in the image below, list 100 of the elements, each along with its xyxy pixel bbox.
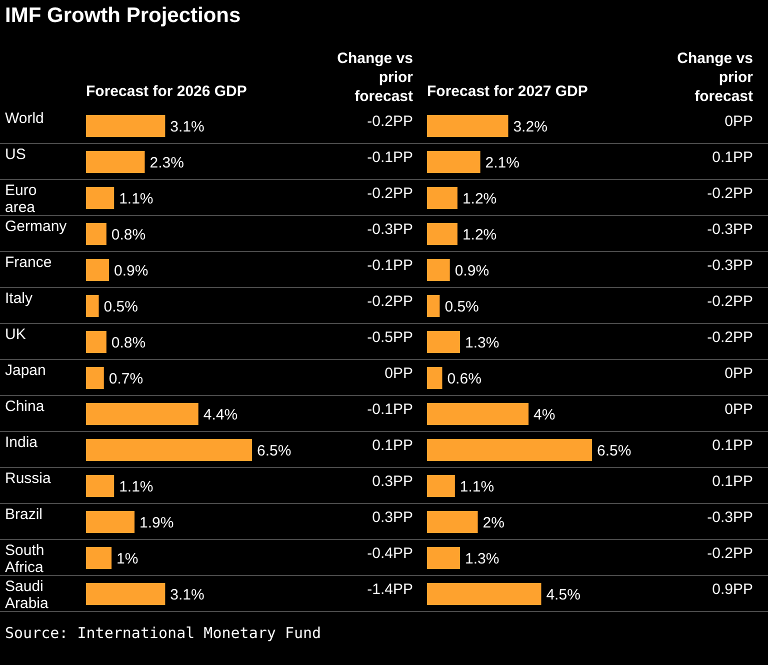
bar [427, 223, 458, 245]
text: -0.3PP [707, 257, 753, 275]
bar [86, 403, 198, 425]
data-label: 3.1% [170, 586, 204, 604]
data-label: 0.9% [454, 262, 490, 280]
bar [427, 439, 592, 461]
text: 0.3PP [372, 509, 413, 527]
y-tick-label: France [5, 254, 53, 271]
text: -1.4PP [367, 581, 413, 599]
data-label: 0.5% [104, 298, 138, 316]
text: 0.1PP [712, 437, 753, 455]
bar [86, 439, 252, 461]
y-tick-label: Euro area [5, 182, 38, 216]
data-label: 2% [482, 514, 504, 532]
y-tick-label: Germany [5, 218, 67, 235]
data-label: 1% [116, 550, 138, 568]
bar [427, 295, 440, 317]
bar [86, 259, 109, 281]
data-label: 0.5% [444, 298, 479, 316]
bar [427, 511, 478, 533]
text: -0.2PP [707, 293, 753, 311]
text: 0.9PP [712, 581, 753, 599]
data-label: 3.2% [513, 118, 548, 136]
data-label: 1.9% [140, 514, 174, 532]
data-label: 0.7% [108, 370, 144, 388]
data-label: 1.1% [119, 478, 154, 496]
data-label: 4.5% [546, 586, 580, 604]
x-axis-title: Forecast for 2026 GDP [86, 83, 247, 100]
data-label: 1.3% [465, 334, 500, 352]
text: -0.3PP [367, 221, 413, 239]
bar [86, 151, 145, 173]
data-label: 1.2% [462, 190, 497, 208]
bar [86, 187, 114, 209]
bar [427, 547, 460, 569]
text: -0.2PP [707, 185, 753, 203]
bar [427, 367, 442, 389]
bar [427, 331, 460, 353]
text: 0PP [724, 401, 753, 419]
text: 0.1PP [712, 473, 753, 491]
bar [86, 331, 106, 353]
text: 0.1PP [372, 437, 413, 455]
bar [427, 151, 480, 173]
y-tick-label: Brazil [5, 506, 44, 523]
bar [86, 115, 166, 137]
text: 0.3PP [372, 473, 413, 491]
data-label: 1.3% [465, 550, 500, 568]
y-tick-label: Russia [5, 470, 52, 487]
data-label: 3.1% [170, 118, 204, 136]
data-label: 0.6% [447, 370, 482, 388]
text: -0.2PP [367, 293, 413, 311]
text: -0.2PP [367, 185, 413, 203]
y-tick-label: China [5, 398, 46, 415]
data-label: 2.3% [150, 154, 184, 172]
text: -0.1PP [367, 149, 413, 167]
data-label: 2.1% [485, 154, 520, 172]
text: -0.3PP [707, 509, 753, 527]
x-axis-title: Forecast for 2027 GDP [427, 83, 588, 100]
data-label: 1.1% [460, 478, 494, 496]
text: -0.3PP [707, 221, 753, 239]
text: -0.1PP [367, 257, 413, 275]
text: -0.4PP [367, 545, 413, 563]
y-tick-label: Japan [5, 362, 47, 379]
text: -0.2PP [707, 329, 753, 347]
bar [427, 403, 529, 425]
y-tick-label: South Africa [5, 542, 46, 576]
bar [427, 115, 508, 137]
text: -0.1PP [367, 401, 413, 419]
data-label: 0.9% [114, 262, 148, 280]
data-label: 6.5% [597, 442, 632, 460]
text: 0PP [384, 365, 413, 383]
text: 0PP [724, 113, 753, 131]
bar [86, 223, 106, 245]
bar [86, 295, 99, 317]
data-label: 0.8% [111, 226, 146, 244]
bar [427, 475, 455, 497]
data-label: 4% [534, 406, 556, 424]
source-note: Source: International Monetary Fund [5, 624, 322, 642]
bar [86, 547, 112, 569]
bar [427, 583, 542, 605]
data-label: 1.2% [462, 226, 497, 244]
text: Change vs prior forecast [676, 49, 753, 106]
y-tick-label: India [5, 434, 39, 451]
data-label: 6.5% [257, 442, 292, 460]
bar [86, 511, 135, 533]
text: 0.1PP [712, 149, 753, 167]
bar [427, 259, 450, 281]
y-tick-label: US [5, 146, 27, 163]
data-label: 0.8% [111, 334, 146, 352]
bar [427, 187, 458, 209]
y-tick-label: World [5, 110, 45, 127]
text: Change vs prior forecast [336, 49, 413, 106]
bar [86, 583, 166, 605]
text: 0PP [724, 365, 753, 383]
chart-title: IMF Growth Projections [5, 4, 241, 28]
y-tick-label: Saudi Arabia [5, 578, 50, 612]
data-label: 4.4% [203, 406, 238, 424]
bar [86, 475, 114, 497]
text: -0.2PP [367, 113, 413, 131]
y-tick-label: UK [5, 326, 27, 343]
text: -0.2PP [707, 545, 753, 563]
